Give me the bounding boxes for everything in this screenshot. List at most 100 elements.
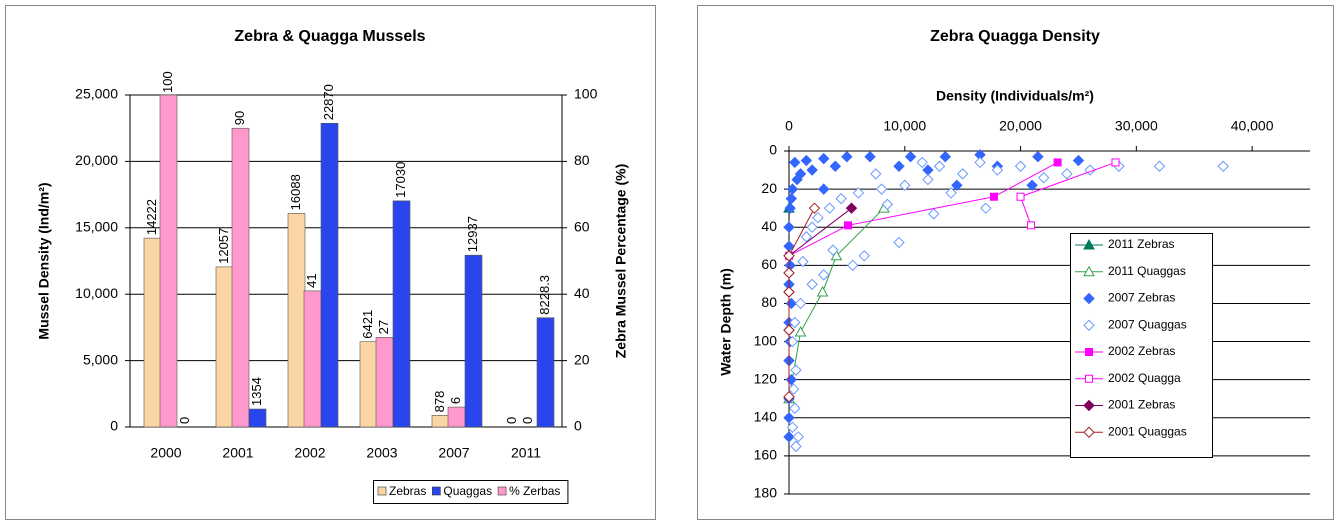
- marker: [816, 285, 829, 297]
- bar: [215, 266, 234, 428]
- marker: [841, 151, 853, 163]
- marker: [974, 156, 986, 169]
- bar: [287, 213, 306, 428]
- legend-label: 2001 Zebras: [1108, 398, 1175, 412]
- marker: [1016, 192, 1025, 201]
- y-tick-label: 60: [761, 256, 777, 272]
- y-tick-label: 20: [761, 180, 777, 196]
- legend-marker: [1083, 319, 1095, 331]
- x-tick-label: 2000: [150, 445, 181, 461]
- marker: [789, 156, 801, 169]
- bar: [303, 290, 322, 428]
- data-label: 6421: [360, 310, 375, 339]
- marker: [783, 267, 795, 279]
- y-axis-label: Mussel Density (Ind/m²): [36, 182, 52, 339]
- marker: [875, 183, 888, 195]
- series-line: [788, 161, 1058, 257]
- data-label: 22870: [321, 84, 336, 120]
- x-tick-label: 40,000: [1231, 118, 1274, 134]
- x-tick-label: 30,000: [1115, 118, 1158, 134]
- marker: [829, 160, 842, 172]
- marker: [783, 431, 795, 443]
- x-tick-label: 10,000: [883, 118, 926, 134]
- legend-box: [373, 480, 569, 504]
- marker: [1053, 158, 1062, 167]
- marker: [792, 431, 804, 443]
- x-tick-label: 2007: [438, 445, 469, 461]
- legend-swatch: [377, 486, 387, 496]
- marker: [823, 202, 836, 214]
- bar: [359, 341, 378, 428]
- marker: [783, 221, 795, 233]
- legend-marker: [1083, 292, 1095, 305]
- bar: [231, 127, 250, 428]
- marker: [945, 187, 957, 199]
- marker: [846, 259, 859, 272]
- marker: [893, 160, 905, 172]
- data-label: 8228.3: [537, 275, 552, 315]
- marker: [991, 164, 1004, 176]
- data-label: 12057: [216, 228, 231, 264]
- marker: [783, 391, 795, 403]
- y2-tick-label: 40: [574, 285, 590, 301]
- marker: [881, 198, 894, 211]
- y-tick-label: 15,000: [75, 219, 118, 235]
- y-tick-label: 5,000: [83, 351, 118, 367]
- data-label: 100: [160, 71, 175, 93]
- x-tick-label: 2001: [222, 445, 253, 461]
- marker: [1026, 179, 1038, 192]
- legend-marker: [1083, 399, 1095, 412]
- marker: [904, 151, 917, 163]
- x-tick-label: 20,000: [999, 118, 1042, 134]
- marker: [899, 179, 911, 192]
- data-label: 0: [520, 417, 535, 424]
- marker: [806, 278, 818, 291]
- marker: [790, 440, 802, 453]
- marker: [797, 255, 809, 268]
- marker: [783, 412, 795, 424]
- y2-tick-label: 100: [574, 86, 598, 102]
- y-tick-label: 10,000: [75, 285, 118, 301]
- legend-label: 2002 Quagga: [1108, 371, 1181, 385]
- y-tick-label: 20,000: [75, 152, 118, 168]
- data-label: 14222: [144, 199, 159, 235]
- data-label: 0: [177, 417, 192, 424]
- marker: [1032, 151, 1044, 163]
- data-label: 27: [376, 320, 391, 334]
- marker: [1072, 154, 1085, 167]
- marker: [951, 179, 963, 192]
- marker: [818, 269, 830, 281]
- y-tick-label: 100: [754, 332, 778, 348]
- marker: [1061, 168, 1073, 180]
- y-tick-label: 0: [769, 142, 777, 158]
- marker: [783, 250, 795, 262]
- legend-label: Zebras: [389, 484, 426, 498]
- data-label: 878: [432, 391, 447, 413]
- marker: [827, 244, 839, 256]
- data-label: 90: [232, 111, 247, 125]
- bar: [320, 122, 339, 428]
- y2-axis-label: Zebra Mussel Percentage (%): [613, 164, 629, 359]
- y-tick-label: 25,000: [75, 86, 118, 102]
- marker: [844, 221, 853, 230]
- legend-marker: [1085, 374, 1093, 383]
- bar: [447, 406, 466, 428]
- data-label: 1354: [249, 377, 264, 406]
- legend-marker: [1085, 348, 1093, 356]
- legend-marker: [1083, 265, 1095, 277]
- marker: [818, 183, 830, 195]
- legend-marker: [1083, 426, 1095, 438]
- bar: [536, 317, 555, 428]
- bar: [464, 254, 483, 428]
- data-label: 17030: [393, 162, 408, 198]
- data-label: 6: [448, 397, 463, 404]
- marker: [864, 151, 876, 163]
- marker: [1038, 171, 1050, 184]
- marker: [1217, 160, 1229, 172]
- marker: [858, 250, 870, 262]
- y-tick-label: 40: [761, 218, 777, 234]
- data-label: 12937: [465, 216, 480, 252]
- marker: [939, 151, 952, 163]
- bar: [375, 337, 394, 428]
- y2-tick-label: 60: [574, 219, 590, 235]
